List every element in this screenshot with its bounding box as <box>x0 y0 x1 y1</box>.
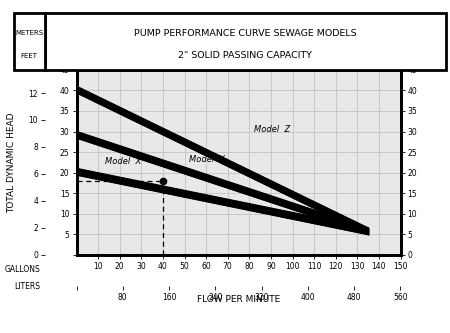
Text: Model  Z: Model Z <box>254 125 290 134</box>
Text: GALLONS: GALLONS <box>5 265 40 274</box>
Text: FEET: FEET <box>21 53 38 59</box>
Text: Model  X: Model X <box>104 158 141 166</box>
Text: METERS: METERS <box>15 30 43 36</box>
Text: PUMP PERFORMANCE CURVE SEWAGE MODELS: PUMP PERFORMANCE CURVE SEWAGE MODELS <box>134 29 356 38</box>
Text: TOTAL DYNAMIC HEAD: TOTAL DYNAMIC HEAD <box>7 112 16 212</box>
Text: 2" SOLID PASSING CAPACITY: 2" SOLID PASSING CAPACITY <box>178 51 312 60</box>
Text: FLOW PER MINUTE: FLOW PER MINUTE <box>197 295 280 304</box>
Text: LITERS: LITERS <box>14 282 40 291</box>
Text: Model  Y: Model Y <box>189 155 225 165</box>
